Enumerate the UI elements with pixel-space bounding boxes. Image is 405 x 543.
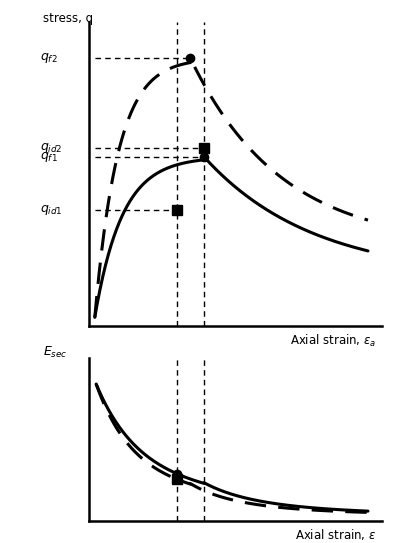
Text: Axial strain, $\varepsilon_a$: Axial strain, $\varepsilon_a$ — [289, 333, 375, 349]
Text: $q_{f2}$: $q_{f2}$ — [40, 52, 58, 65]
Text: stress, q: stress, q — [43, 11, 93, 24]
Text: $E_{sec}$: $E_{sec}$ — [43, 345, 67, 360]
Text: $q_{id2}$: $q_{id2}$ — [40, 141, 62, 155]
Text: Axial strain, $\varepsilon$: Axial strain, $\varepsilon$ — [294, 527, 375, 542]
Text: $q_{id1}$: $q_{id1}$ — [40, 204, 63, 217]
Text: $q_{f1}$: $q_{f1}$ — [40, 150, 58, 164]
